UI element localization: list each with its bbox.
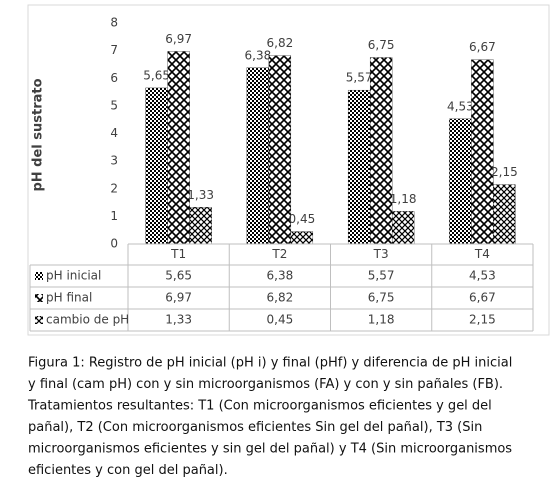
table-cell: 0,45 [267, 313, 294, 327]
data-label: 2,15 [491, 165, 518, 179]
chart-frame [27, 4, 550, 336]
y-tick-label: 1 [110, 209, 118, 223]
legend-label: pH final [46, 291, 92, 305]
data-label: 6,75 [368, 38, 395, 52]
legend-label: cambio de pH [46, 313, 129, 327]
data-label: 5,57 [346, 71, 373, 85]
y-axis-title: pH del sustrato [31, 78, 46, 191]
bar [290, 231, 314, 245]
table-cell: 6,82 [267, 291, 294, 305]
bar [471, 59, 494, 245]
legend-swatch [35, 272, 43, 280]
data-label: 6,38 [245, 48, 272, 62]
table-cell: 2,15 [469, 313, 496, 327]
table-cell: 6,97 [165, 291, 192, 305]
data-label: 1,18 [390, 192, 417, 206]
data-label: 4,53 [447, 99, 474, 113]
y-tick-label: 0 [110, 237, 118, 251]
table-cell: 5,65 [165, 269, 192, 283]
x-tick-label: T2 [271, 247, 287, 261]
data-label: 6,82 [267, 36, 294, 50]
data-label: 6,67 [469, 40, 496, 54]
y-tick-label: 3 [110, 154, 118, 168]
caption-line: pañal), T2 (Con microorganismos eficient… [28, 420, 482, 435]
y-tick-label: 2 [110, 181, 118, 195]
y-tick-label: 8 [110, 16, 118, 30]
caption-line: Tratamientos resultantes: T1 (Con microo… [27, 399, 492, 414]
x-tick-label: T4 [474, 247, 490, 261]
bar [145, 87, 168, 245]
table-cell: 6,75 [368, 291, 395, 305]
table-cell: 6,67 [469, 291, 496, 305]
bar [246, 67, 270, 245]
x-tick-label: T1 [170, 247, 186, 261]
data-label: 0,45 [289, 212, 316, 226]
caption-line: y final (cam pH) con y sin microorganism… [28, 377, 503, 392]
table-cell: 5,57 [368, 269, 395, 283]
data-label: 1,33 [187, 188, 214, 202]
legend-label: pH inicial [46, 269, 101, 283]
table-cell: 1,18 [368, 313, 395, 327]
caption-line: Figura 1: Registro de pH inicial (pH i) … [28, 356, 512, 371]
x-tick-label: T3 [373, 247, 389, 261]
bar [449, 118, 472, 245]
y-tick-label: 7 [110, 43, 118, 57]
bar [369, 57, 393, 245]
legend-swatch [35, 294, 43, 302]
y-tick-label: 5 [110, 98, 118, 112]
y-tick-label: 4 [110, 126, 118, 140]
table-cell: 4,53 [469, 269, 496, 283]
legend-swatch [35, 316, 43, 324]
data-label: 5,65 [143, 68, 170, 82]
y-tick-label: 6 [110, 71, 118, 85]
bar [493, 184, 516, 245]
data-label: 6,97 [165, 32, 192, 46]
bar [391, 211, 415, 245]
caption-line: eficientes y con gel del pañal). [28, 463, 228, 478]
caption-line: microorganismos eficientes y sin gel del… [28, 442, 512, 457]
bar [189, 207, 212, 245]
bar [167, 51, 190, 245]
bar [347, 89, 371, 245]
table-cell: 1,33 [165, 313, 192, 327]
table-cell: 6,38 [267, 269, 294, 283]
